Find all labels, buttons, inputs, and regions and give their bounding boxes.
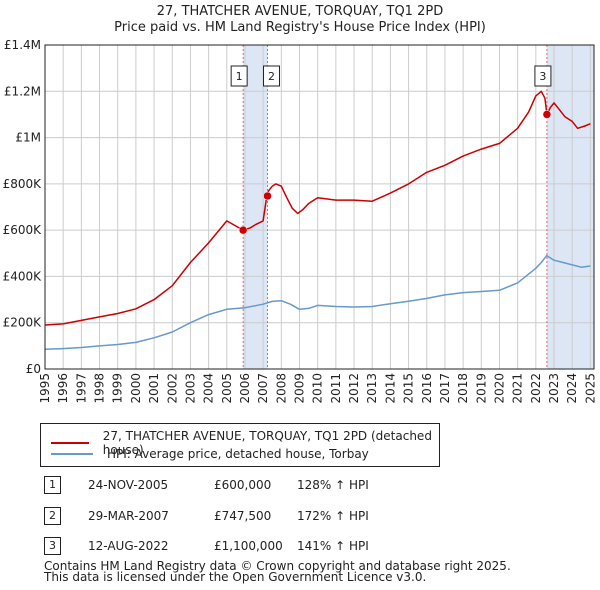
- x-tick-label: 1997: [74, 373, 88, 404]
- x-tick-label: 2017: [438, 373, 452, 404]
- sale-price: £747,500: [214, 509, 272, 523]
- y-tick-label: £1.4M: [4, 38, 41, 52]
- y-tick-label: £400K: [3, 269, 43, 283]
- sale-label-number: 1: [236, 70, 243, 83]
- chart-subtitle: Price paid vs. HM Land Registry's House …: [114, 20, 486, 35]
- x-tick-label: 2025: [583, 373, 597, 404]
- x-tick-label: 2010: [311, 373, 325, 404]
- x-tick-label: 1999: [111, 373, 125, 404]
- legend-item-hpi: HPI: Average price, detached house, Torb…: [51, 447, 369, 461]
- sale-label-number: 3: [539, 70, 546, 83]
- plot-frame: [44, 44, 595, 370]
- x-tick-label: 2000: [129, 373, 143, 404]
- legend-label-property: 27, THATCHER AVENUE, TORQUAY, TQ1 2PD (d…: [102, 429, 432, 457]
- x-tick-label: 2023: [547, 373, 561, 404]
- sale-date: 29-MAR-2007: [88, 509, 169, 523]
- x-tick-label: 2014: [383, 373, 397, 404]
- x-tick-label: 2016: [420, 373, 434, 404]
- sale-date: 12-AUG-2022: [88, 539, 169, 553]
- legend-item-property: 27, THATCHER AVENUE, TORQUAY, TQ1 2PD (d…: [51, 429, 439, 457]
- x-tick-label: 1998: [93, 373, 107, 404]
- x-tick-label: 2001: [147, 373, 161, 404]
- y-tick-label: £0: [26, 362, 41, 376]
- x-tick-label: 2006: [238, 373, 252, 404]
- x-tick-label: 2013: [365, 373, 379, 404]
- y-tick-label: £1M: [15, 131, 41, 145]
- table-row: 3 12-AUG-2022 £1,100,000 141% ↑ HPI: [44, 537, 544, 555]
- legend-swatch-hpi: [51, 453, 93, 455]
- x-tick-label: 2008: [274, 373, 288, 404]
- sale-date: 24-NOV-2005: [88, 478, 169, 492]
- x-tick-label: 2021: [511, 373, 525, 404]
- footer-licence: This data is licensed under the Open Gov…: [44, 570, 427, 584]
- sale-price: £600,000: [214, 478, 272, 492]
- chart-title: 27, THATCHER AVENUE, TORQUAY, TQ1 2PD: [157, 4, 443, 19]
- legend-swatch-property: [51, 442, 89, 444]
- x-tick-label: 2024: [565, 373, 579, 404]
- sale-number-badge: 3: [44, 537, 61, 555]
- legend-label-hpi: HPI: Average price, detached house, Torb…: [107, 447, 369, 461]
- sale-hpi: 128% ↑ HPI: [297, 478, 369, 492]
- x-tick-label: 2018: [456, 373, 470, 404]
- sale-point: [238, 225, 248, 235]
- sale-point: [263, 191, 272, 201]
- table-row: 1 24-NOV-2005 £600,000 128% ↑ HPI: [44, 476, 544, 494]
- x-tick-label: 2022: [529, 373, 543, 404]
- footer-copyright: Contains HM Land Registry data © Crown c…: [44, 559, 511, 573]
- chart-legend: 27, THATCHER AVENUE, TORQUAY, TQ1 2PD (d…: [40, 423, 440, 467]
- y-tick-label: £800K: [3, 177, 43, 191]
- x-tick-label: 2003: [183, 373, 197, 404]
- x-tick-label: 2002: [165, 373, 179, 404]
- sale-label-number: 2: [268, 70, 275, 83]
- x-tick-label: 2011: [329, 373, 343, 404]
- sale-label-box: [230, 65, 248, 87]
- plot-area: [45, 45, 594, 369]
- table-row: 2 29-MAR-2007 £747,500 172% ↑ HPI: [44, 507, 544, 525]
- x-tick-label: 2007: [256, 373, 270, 404]
- hpi-line: [44, 254, 591, 351]
- x-tick-label: 2020: [492, 373, 506, 404]
- x-tick-label: 2015: [402, 373, 416, 404]
- y-tick-label: £600K: [3, 223, 43, 237]
- x-tick-label: 2004: [202, 373, 216, 404]
- sale-hpi: 141% ↑ HPI: [297, 539, 369, 553]
- ownership-shading: [546, 45, 594, 369]
- sale-label-box: [534, 65, 552, 87]
- x-tick-label: 2012: [347, 373, 361, 404]
- x-tick-label: 2009: [293, 373, 307, 404]
- x-tick-label: 2005: [220, 373, 234, 404]
- ownership-shading: [243, 45, 268, 369]
- x-tick-label: 2019: [474, 373, 488, 404]
- sale-label-box: [263, 65, 281, 87]
- y-tick-label: £1.2M: [4, 84, 41, 98]
- sale-number-badge: 2: [44, 507, 61, 525]
- sale-hpi: 172% ↑ HPI: [297, 509, 369, 523]
- sale-price: £1,100,000: [214, 539, 283, 553]
- x-tick-label: 1996: [56, 373, 70, 404]
- sale-number-badge: 1: [44, 476, 61, 494]
- sale-point: [542, 110, 552, 119]
- y-tick-label: £200K: [3, 316, 43, 330]
- footer: Contains HM Land Registry data © Crown c…: [44, 559, 511, 584]
- x-tick-label: 1995: [38, 373, 52, 404]
- price-chart: 27, THATCHER AVENUE, TORQUAY, TQ1 2PD Pr…: [3, 4, 598, 404]
